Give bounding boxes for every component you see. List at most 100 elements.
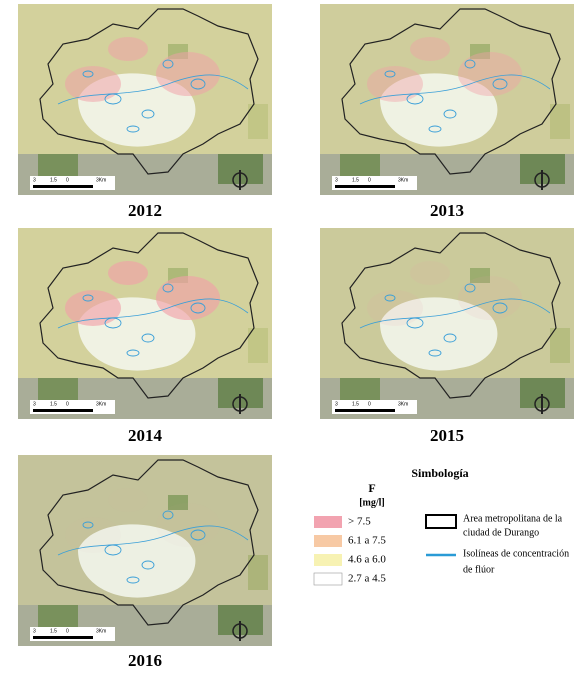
concentration-zone [410, 261, 450, 285]
isoline [162, 283, 174, 293]
concentration-zone [380, 73, 498, 147]
map-panel: 3 1.5 0 3Km [18, 228, 272, 419]
map-panel: 3 1.5 0 3Km [320, 4, 574, 195]
year-label: 2015 [430, 426, 464, 445]
concentration-zone [380, 297, 498, 371]
terrain-patch [248, 555, 268, 590]
swatch [314, 554, 342, 566]
terrain-patch [340, 378, 380, 403]
isoline [428, 125, 442, 133]
concentration-zone [410, 37, 450, 61]
legend-class: 4.6 a 6.0 [348, 554, 386, 566]
isoline [428, 349, 442, 357]
isoline [126, 349, 140, 357]
swatch [314, 516, 342, 528]
scale-label: 3 [335, 401, 338, 407]
scale-label: 0 [368, 401, 371, 407]
legend-boundary: Area metropolitana de la [463, 513, 563, 524]
isoline [82, 70, 94, 78]
concentration-zone [458, 276, 522, 320]
scale-bar [33, 636, 93, 639]
scale-label: 0 [66, 628, 69, 634]
concentration-zone [65, 517, 121, 553]
terrain-patch [168, 495, 188, 510]
metro-boundary [39, 232, 259, 399]
terrain-patch [38, 378, 78, 403]
isoline [384, 70, 396, 78]
metro-boundary [341, 232, 561, 399]
year-label: 2012 [128, 201, 162, 220]
legend-title: Simbología [411, 466, 468, 480]
concentration-zone [458, 52, 522, 96]
isoline [126, 125, 140, 133]
terrain-patch [38, 154, 78, 179]
legend-class: 6.1 a 7.5 [348, 535, 386, 547]
legend-variable: F [368, 481, 375, 495]
concentration-zone [108, 261, 148, 285]
isoline [162, 59, 174, 69]
legend-class: > 7.5 [348, 516, 371, 528]
scale-bar [335, 409, 395, 412]
concentration-zone [108, 488, 148, 512]
concentration-zone [156, 52, 220, 96]
isoline [384, 294, 396, 302]
terrain-patch [38, 605, 78, 630]
scale-label: 3 [335, 177, 338, 183]
concentration-zone [156, 276, 220, 320]
legend-isolines: de flúor [463, 564, 495, 575]
swatch [313, 572, 343, 586]
isoline [162, 510, 174, 520]
scale-label: 1.5 [50, 401, 57, 407]
scale-bar [335, 185, 395, 188]
scale-label: 0 [368, 177, 371, 183]
metro-boundary [341, 8, 561, 175]
legend-boundary: ciudad de Durango [463, 527, 539, 538]
map-panel: 3 1.5 0 3Km [18, 4, 272, 195]
terrain-patch [470, 268, 490, 283]
isoline [443, 333, 457, 343]
scale-label: 3Km [96, 628, 106, 634]
isoline [443, 109, 457, 119]
year-label: 2013 [430, 201, 464, 220]
isoline [464, 283, 476, 293]
metro-boundary [39, 8, 259, 175]
isoline [82, 294, 94, 302]
concentration-zone [78, 524, 196, 598]
isoline [464, 59, 476, 69]
isoline [126, 576, 140, 584]
concentration-zone [367, 290, 423, 326]
concentration-zone [108, 37, 148, 61]
legend-class: 2.7 a 4.5 [348, 573, 386, 585]
legend-isolines: Isolíneas de concentración [463, 548, 569, 559]
swatch [314, 535, 342, 547]
legend-unit: [mg/l] [359, 497, 385, 508]
isoline [57, 74, 249, 105]
terrain-patch [550, 328, 570, 363]
concentration-zone [65, 66, 121, 102]
isoline [190, 78, 206, 90]
map-panel: 3 1.5 0 3Km [18, 455, 272, 646]
isoline [359, 298, 551, 329]
scale-label: 1.5 [50, 628, 57, 634]
scale-label: 3Km [96, 401, 106, 407]
concentration-zone [65, 290, 121, 326]
scale-bar [33, 185, 93, 188]
concentration-zone [367, 66, 423, 102]
scale-label: 1.5 [50, 177, 57, 183]
scale-label: 3Km [398, 401, 408, 407]
isoline [492, 302, 508, 314]
scale-label: 0 [66, 401, 69, 407]
isoline [141, 109, 155, 119]
isoline [141, 333, 155, 343]
isoline [190, 529, 206, 541]
isoline [82, 521, 94, 529]
metro-boundary [39, 459, 259, 626]
scale-label: 3 [33, 177, 36, 183]
isoline [141, 560, 155, 570]
map-panel: 3 1.5 0 3Km [320, 228, 574, 419]
scale-label: 3 [33, 628, 36, 634]
isoline [359, 74, 551, 105]
isoline [57, 525, 249, 556]
